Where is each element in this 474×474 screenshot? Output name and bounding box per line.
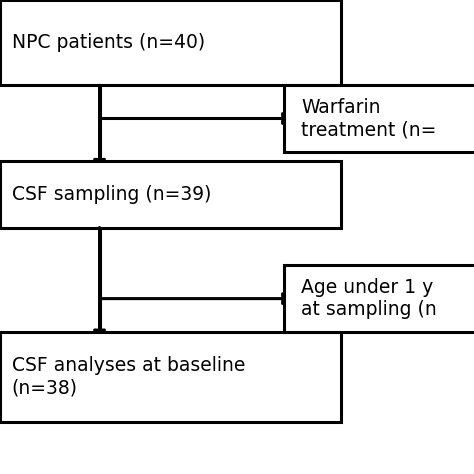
- Bar: [0, 332, 341, 422]
- Bar: [284, 85, 474, 152]
- Text: Warfarin
treatment (n=: Warfarin treatment (n=: [301, 98, 437, 139]
- Text: CSF sampling (n=39): CSF sampling (n=39): [12, 185, 211, 204]
- Bar: [0, 0, 341, 85]
- Bar: [0, 161, 341, 228]
- Text: NPC patients (n=40): NPC patients (n=40): [12, 33, 205, 52]
- Bar: [284, 265, 474, 332]
- Text: CSF analyses at baseline
(n=38): CSF analyses at baseline (n=38): [12, 356, 245, 397]
- Text: Age under 1 y
at sampling (n: Age under 1 y at sampling (n: [301, 278, 437, 319]
